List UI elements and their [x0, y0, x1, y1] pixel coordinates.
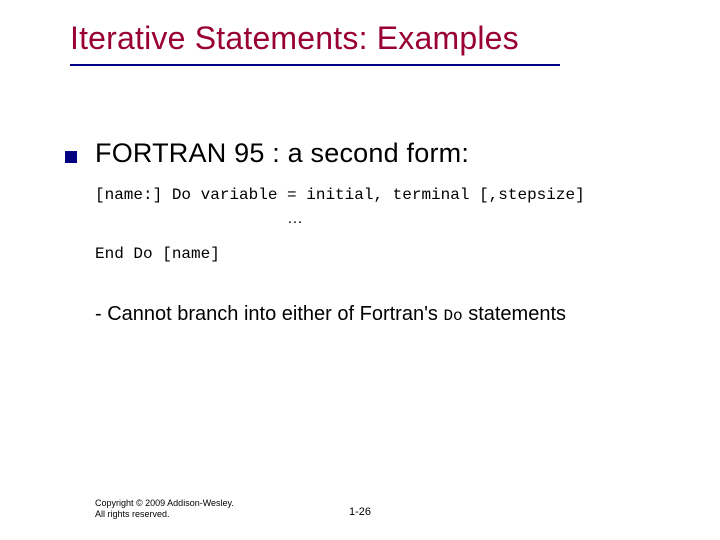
title-area: Iterative Statements: Examples — [70, 20, 519, 57]
code-ellipsis: … — [95, 209, 675, 228]
slide-container: Iterative Statements: Examples FORTRAN 9… — [0, 0, 720, 540]
heading-row: FORTRAN 95 : a second form: — [65, 138, 675, 169]
note-line: - Cannot branch into either of Fortran's… — [95, 303, 675, 326]
note-suffix: statements — [463, 303, 566, 325]
code-line-1: [name:] Do variable = initial, terminal … — [95, 183, 675, 209]
note-prefix: - Cannot branch into either of Fortran's — [95, 303, 443, 325]
section-heading: FORTRAN 95 : a second form: — [95, 138, 469, 169]
page-number: 1-26 — [0, 506, 720, 518]
title-underline — [70, 64, 560, 66]
code-line-2: End Do [name] — [95, 242, 675, 268]
note-mono: Do — [443, 307, 462, 325]
slide-title: Iterative Statements: Examples — [70, 20, 519, 57]
square-bullet-icon — [65, 151, 77, 163]
content-area: FORTRAN 95 : a second form: [name:] Do v… — [65, 138, 675, 326]
